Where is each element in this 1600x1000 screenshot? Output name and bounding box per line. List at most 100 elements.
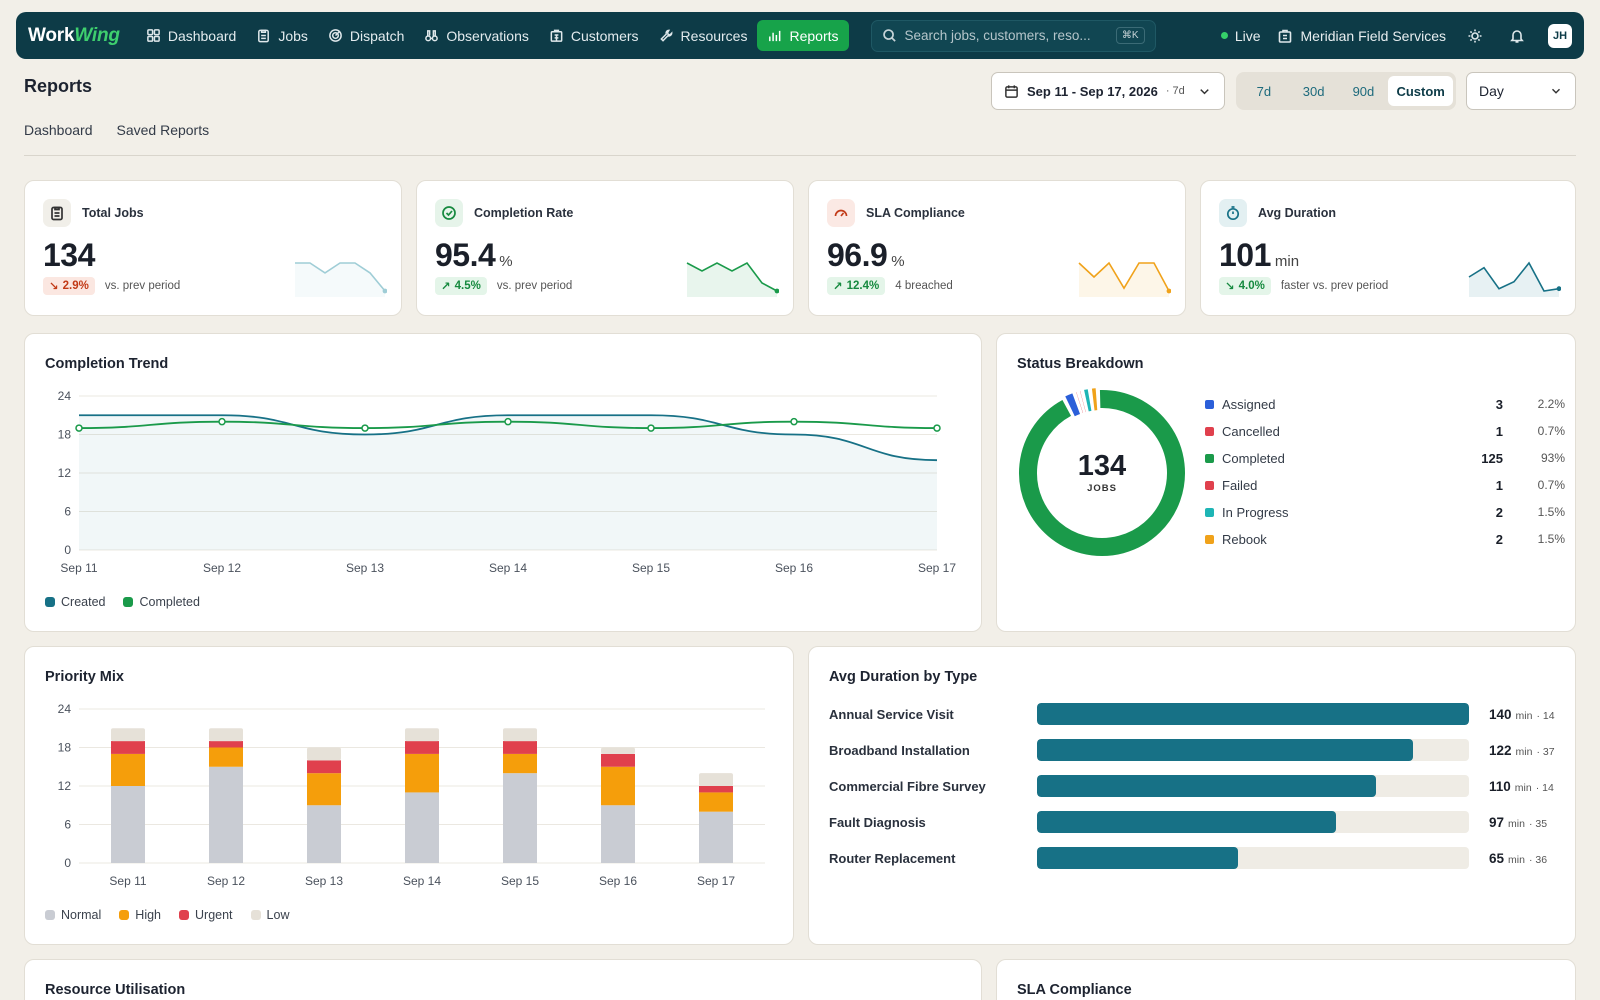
date-range-days: · 7d bbox=[1165, 85, 1185, 97]
user-avatar[interactable]: JH bbox=[1548, 23, 1572, 48]
range-custom[interactable]: Custom bbox=[1388, 76, 1453, 106]
status-row-rebook[interactable]: Rebook 2 1.5% bbox=[1205, 529, 1565, 549]
search-icon bbox=[882, 29, 896, 42]
nav-item-dashboard[interactable]: Dashboard bbox=[136, 20, 247, 51]
bar-segment bbox=[111, 728, 145, 742]
duration-row[interactable]: Fault Diagnosis 97 min · 35 bbox=[829, 811, 1557, 833]
duration-bar-track bbox=[1037, 847, 1469, 869]
duration-type-label: Annual Service Visit bbox=[829, 706, 954, 722]
donut-segment bbox=[1065, 393, 1081, 417]
duration-row[interactable]: Router Replacement 65 min · 36 bbox=[829, 847, 1557, 869]
kpi-card-avg-duration: Avg Duration 101 min ↘ 4.0% faster vs. prev… bbox=[1200, 180, 1576, 316]
live-label: Live bbox=[1234, 27, 1261, 44]
duration-number: 65 bbox=[1489, 850, 1505, 866]
radar-icon bbox=[329, 29, 342, 42]
range-7d[interactable]: 7d bbox=[1256, 83, 1272, 99]
kpi-delta-badge: ↘ 2.9% bbox=[43, 277, 95, 295]
range-30d[interactable]: 30d bbox=[1302, 83, 1325, 99]
card-title: Resource Utilisation bbox=[45, 982, 186, 998]
sparkline-area bbox=[1469, 263, 1559, 297]
status-row-assigned[interactable]: Assigned 3 2.2% bbox=[1205, 394, 1565, 414]
bar-segment bbox=[307, 747, 341, 761]
duration-unit: min bbox=[1515, 709, 1533, 722]
legend-label: Created bbox=[61, 595, 106, 609]
status-dot bbox=[1205, 480, 1214, 490]
duration-unit: min bbox=[1508, 817, 1525, 830]
duration-row[interactable]: Annual Service Visit 140 min · 14 bbox=[829, 703, 1557, 725]
completed-point bbox=[75, 424, 83, 432]
theme-toggle-button[interactable] bbox=[1462, 23, 1488, 49]
kpi-card-sla-compliance: SLA Compliance 96.9% ↗ 12.4% 4 breached bbox=[808, 180, 1186, 316]
duration-bar-fill bbox=[1037, 847, 1238, 869]
sparkline-line bbox=[686, 261, 778, 292]
nav-item-observations[interactable]: Observations bbox=[414, 20, 538, 51]
bar-segment bbox=[307, 760, 341, 774]
duration-bar-fill bbox=[1037, 703, 1469, 725]
y-tick-label: 6 bbox=[64, 505, 71, 519]
live-indicator[interactable]: Live bbox=[1220, 27, 1261, 44]
nav-item-resources[interactable]: Resources bbox=[649, 20, 758, 51]
bar-segment bbox=[209, 766, 243, 863]
x-tick-label: Sep 14 bbox=[489, 561, 527, 575]
card-title: SLA Compliance bbox=[1017, 982, 1132, 998]
workwing-logo[interactable]: WorkWing bbox=[28, 24, 120, 46]
nav-item-dispatch[interactable]: Dispatch bbox=[318, 20, 414, 51]
legend-swatch bbox=[45, 597, 55, 607]
range-90d[interactable]: 90d bbox=[1352, 83, 1375, 99]
sparkline-line bbox=[1078, 261, 1170, 292]
status-label: Rebook bbox=[1222, 531, 1267, 547]
legend-item-high[interactable]: High bbox=[119, 908, 161, 922]
kpi-sparkline bbox=[1078, 261, 1171, 297]
bar-segment bbox=[699, 786, 733, 793]
gauge-icon bbox=[827, 199, 855, 227]
bar-chart-icon bbox=[769, 30, 781, 42]
date-range-picker[interactable]: Sep 11 - Sep 17, 2026 · 7d bbox=[991, 72, 1225, 110]
status-pct: 1.5% bbox=[1537, 532, 1565, 546]
status-label: In Progress bbox=[1222, 504, 1289, 520]
nav-item-jobs[interactable]: Jobs bbox=[246, 20, 318, 51]
y-tick-label: 12 bbox=[58, 466, 72, 480]
card-title: Priority Mix bbox=[45, 669, 124, 685]
nav-item-reports[interactable]: Reports bbox=[757, 20, 849, 51]
completed-point bbox=[933, 424, 941, 432]
status-row-failed[interactable]: Failed 1 0.7% bbox=[1205, 475, 1565, 495]
nav-item-label: Observations bbox=[446, 27, 529, 44]
y-tick-label: 0 bbox=[64, 856, 71, 870]
nav-item-customers[interactable]: Customers bbox=[539, 20, 649, 51]
completed-point bbox=[504, 417, 512, 426]
search-input[interactable] bbox=[904, 28, 1108, 43]
bar-segment bbox=[601, 805, 635, 863]
global-search[interactable]: ⌘K bbox=[870, 19, 1156, 52]
legend-item-normal[interactable]: Normal bbox=[45, 908, 101, 922]
duration-row[interactable]: Commercial Fibre Survey 110 min · 14 bbox=[829, 775, 1557, 797]
legend-swatch bbox=[123, 597, 134, 607]
tab-saved-reports[interactable]: Saved Reports bbox=[116, 122, 210, 138]
granularity-select[interactable]: Day bbox=[1466, 72, 1576, 110]
legend-item-created[interactable]: Created bbox=[45, 595, 105, 609]
duration-number: 110 bbox=[1489, 778, 1511, 794]
y-tick-label: 24 bbox=[58, 389, 72, 403]
kpi-delta-value: 12.4% bbox=[846, 280, 880, 292]
duration-row[interactable]: Broadband Installation 122 min · 37 bbox=[829, 739, 1557, 761]
status-row-in-progress[interactable]: In Progress 2 1.5% bbox=[1205, 502, 1565, 522]
duration-value: 122 min · 37 bbox=[1489, 743, 1555, 758]
legend-item-completed[interactable]: Completed bbox=[123, 595, 200, 609]
notifications-button[interactable] bbox=[1504, 23, 1530, 49]
tab-dashboard[interactable]: Dashboard bbox=[24, 122, 93, 138]
arrow-down-right-icon: ↘ bbox=[1225, 281, 1235, 293]
clipboard-icon bbox=[43, 199, 71, 227]
kpi-delta-badge: ↗ 12.4% bbox=[827, 277, 886, 295]
status-row-completed[interactable]: Completed 125 93% bbox=[1205, 448, 1565, 468]
status-row-cancelled[interactable]: Cancelled 1 0.7% bbox=[1205, 421, 1565, 441]
status-breakdown-card: Status Breakdown 134 JOBS Assigned 3 2.2% … bbox=[996, 333, 1576, 632]
bar-segment bbox=[111, 786, 145, 863]
legend-item-urgent[interactable]: Urgent bbox=[179, 908, 233, 922]
x-tick-label: Sep 17 bbox=[697, 874, 735, 888]
donut-total: 134 bbox=[1077, 450, 1127, 482]
status-label: Failed bbox=[1222, 477, 1258, 493]
status-dot bbox=[1205, 534, 1214, 544]
legend-item-low[interactable]: Low bbox=[250, 908, 289, 922]
org-switcher[interactable]: Meridian Field Services bbox=[1277, 28, 1446, 44]
duration-bar-track bbox=[1037, 739, 1469, 761]
duration-count: · 35 bbox=[1528, 817, 1548, 830]
